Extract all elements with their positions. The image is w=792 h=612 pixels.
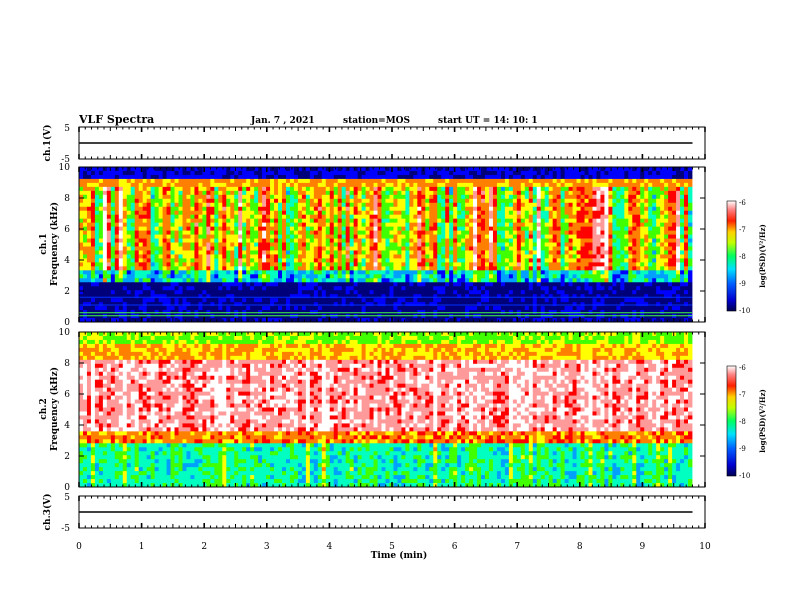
ch1-spec-ylabel-frequency: Frequency (kHz) [49,202,60,286]
ch2-freq-ticks: 0 2 4 6 8 10 [59,328,705,493]
ch2-spectrogram-heatmap [79,332,693,488]
freq-tick-label: 8 [64,359,70,369]
time-tick-label: 7 [514,542,520,552]
time-tick-labels: 0 1 2 3 4 5 6 7 8 9 10 [76,542,711,552]
time-tick-label: 8 [577,542,583,552]
ch1-ytick-bottom: -5 [61,155,70,165]
ch1-spectrogram-panel: 0 2 4 6 8 10 ch.1 Frequency (kHz) -6 -7 -8 -9… [39,163,767,328]
freq-tick-label: 2 [64,452,70,462]
ch1-colorbar: -6 -7 -8 -9 -10 log(PSD)(V²/Hz) [726,199,767,315]
freq-tick-label: 10 [59,163,71,173]
freq-tick-label: 10 [59,328,71,338]
station-label: station=MOS [343,116,410,126]
ch1-cb-tick-7: -7 [739,226,746,234]
time-tick-label: 1 [139,542,145,552]
time-tick-label: 3 [264,542,270,552]
ch3-voltage-panel: 5 -5 ch.3(V) [42,493,706,534]
ch1-cb-tick-6: -6 [739,199,746,207]
ch1-spec-ylabel-channel: ch.1 [39,233,49,254]
time-tick-label: 9 [640,542,646,552]
ch2-cb-tick-7: -7 [739,391,746,399]
ch1-spec-time-ticks [78,167,706,322]
time-tick-label: 5 [389,542,395,552]
ch3-ytick-top: 5 [64,493,70,503]
ch2-cb-tick-9: -9 [739,445,746,453]
ch2-spec-ylabel-frequency: Frequency (kHz) [49,367,60,451]
freq-tick-label: 4 [64,421,70,431]
ch1-ytick-top: 5 [64,124,70,134]
ch1-voltage-ylabel: ch.1(V) [42,125,53,162]
ch2-cb-tick-8: -8 [739,418,746,426]
ch1-spectrogram-heatmap [79,167,693,323]
ch2-spectrogram-panel: 0 2 4 6 8 10 ch.2 Frequency (kHz) -6 -7 -8 -9… [39,328,767,493]
ch1-freq-ticks: 0 2 4 6 8 10 [59,163,705,328]
date-label: Jan. 7 , 2021 [250,116,315,126]
ch1-time-ticks [78,127,706,159]
time-tick-label: 0 [76,542,82,552]
freq-tick-label: 8 [64,194,70,204]
time-axis-label: Time (min) [371,550,428,561]
freq-tick-label: 6 [64,225,70,235]
ch1-voltage-panel: 5 -5 ch.1(V) [42,124,706,165]
ch2-colorbar: -6 -7 -8 -9 -10 log(PSD)(V²/Hz) [726,364,767,480]
time-tick-label: 6 [452,542,458,552]
ch3-ytick-bottom: -5 [61,524,70,534]
start-time-label: start UT = 14: 10: 1 [438,116,538,126]
ch1-colorbar-label: log(PSD)(V²/Hz) [758,224,767,288]
freq-tick-label: 0 [64,483,70,493]
ch2-colorbar-label: log(PSD)(V²/Hz) [758,389,767,453]
ch1-cb-tick-10: -10 [739,307,750,315]
ch1-cb-tick-9: -9 [739,280,746,288]
time-tick-label: 4 [327,542,333,552]
ch2-spec-time-ticks [78,332,706,487]
ch3-time-ticks [78,496,706,528]
time-tick-label: 10 [699,542,711,552]
freq-tick-label: 2 [64,287,70,297]
freq-tick-label: 0 [64,318,70,328]
ch1-cb-tick-8: -8 [739,253,746,261]
ch2-cb-tick-6: -6 [739,364,746,372]
ch3-voltage-ylabel: ch.3(V) [42,494,53,531]
freq-tick-label: 4 [64,256,70,266]
time-tick-label: 2 [201,542,207,552]
figure-title: VLF Spectra [78,113,154,126]
ch2-cb-tick-10: -10 [739,472,750,480]
freq-tick-label: 6 [64,390,70,400]
ch2-spec-ylabel-channel: ch.2 [39,398,49,419]
